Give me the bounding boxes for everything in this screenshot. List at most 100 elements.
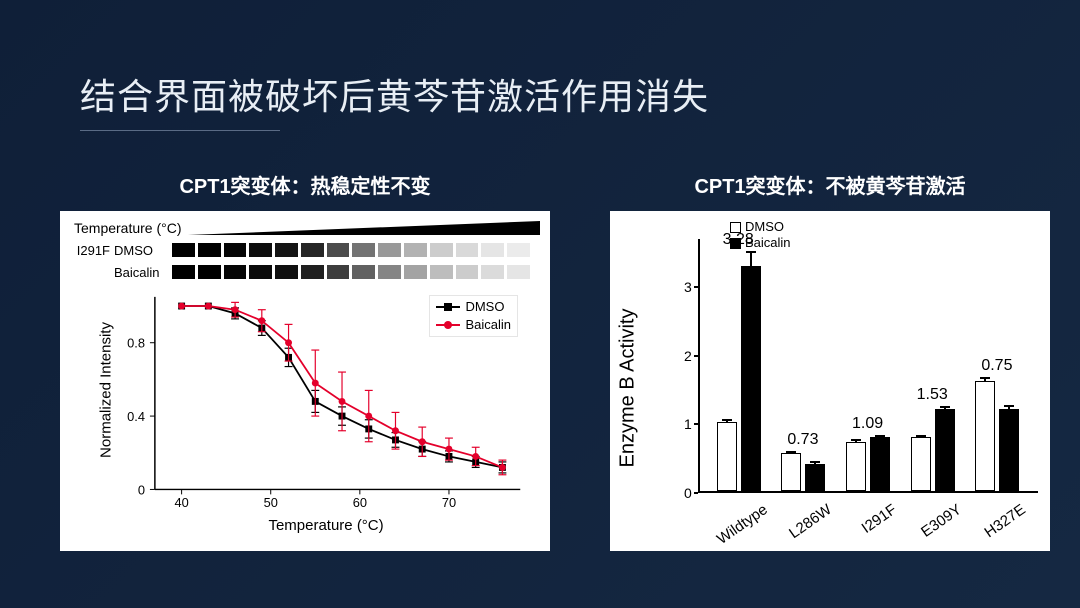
- bar-ytick-mark: [694, 355, 698, 357]
- error-cap: [980, 377, 990, 379]
- gel-band: [275, 243, 298, 257]
- gel-band: [481, 243, 504, 257]
- legend-label: Baicalin: [465, 316, 511, 334]
- gel-condition-baicalin: Baicalin: [114, 265, 172, 280]
- bar-xlabel: Wildtype: [703, 501, 770, 555]
- error-bar: [750, 252, 752, 267]
- gel-band: [507, 265, 530, 279]
- bar-ytick-label: 1: [684, 416, 692, 432]
- gel-band: [507, 243, 530, 257]
- error-cap: [916, 435, 926, 437]
- bar: [870, 437, 890, 491]
- panel-row: CPT1突变体：热稳定性不变 Temperature (°C) I291F DM…: [60, 170, 1040, 551]
- error-cap: [746, 251, 756, 253]
- gel-band: [172, 243, 195, 257]
- gel-band: [275, 265, 298, 279]
- bar-xlabel: L286W: [768, 501, 835, 555]
- bar: [935, 409, 955, 491]
- gel-band: [430, 265, 453, 279]
- right-panel-body: DMSO Baicalin Enzyme B Activity 01233.28…: [610, 211, 1050, 551]
- gel-band: [172, 265, 195, 279]
- gel-band: [352, 243, 375, 257]
- line-legend: DMSO Baicalin: [429, 295, 518, 337]
- gel-band: [456, 265, 479, 279]
- bar: [805, 464, 825, 491]
- gel-mutant-label: I291F: [66, 243, 114, 258]
- bar: [911, 437, 931, 491]
- gel-band: [249, 243, 272, 257]
- bar-annotation: 0.75: [981, 357, 1012, 375]
- right-panel-title: CPT1突变体：不被黄芩苷激活: [610, 170, 1050, 199]
- gel-band: [481, 265, 504, 279]
- gel-band: [198, 243, 221, 257]
- left-panel-title: CPT1突变体：热稳定性不变: [60, 170, 550, 199]
- bar: [741, 266, 761, 491]
- svg-text:0: 0: [138, 482, 145, 497]
- bar: [999, 409, 1019, 491]
- error-cap: [786, 451, 796, 453]
- error-cap: [1004, 405, 1014, 407]
- legend-item-baicalin: Baicalin: [436, 316, 511, 334]
- gel-row-dmso: I291F DMSO: [66, 239, 540, 261]
- error-cap: [940, 406, 950, 408]
- bar: [717, 422, 737, 491]
- slide-title: 结合界面被破坏后黄芩苷激活作用消失: [80, 68, 709, 120]
- svg-text:70: 70: [442, 495, 456, 510]
- gel-band: [224, 243, 247, 257]
- bar-annotation: 1.53: [917, 386, 948, 404]
- gel-band: [198, 265, 221, 279]
- gel-band: [301, 243, 324, 257]
- bar-ytick-label: 3: [684, 279, 692, 295]
- error-cap: [722, 419, 732, 421]
- gel-band: [378, 265, 401, 279]
- bar: [781, 453, 801, 491]
- temperature-gradient-row: Temperature (°C): [66, 217, 540, 239]
- line-xlabel: Temperature (°C): [268, 517, 383, 534]
- gel-band: [249, 265, 272, 279]
- gel-band: [327, 265, 350, 279]
- bar: [846, 442, 866, 491]
- title-underline: [80, 130, 280, 131]
- gel-band: [404, 265, 427, 279]
- bar-xlabel: H327E: [962, 501, 1029, 555]
- bar-ytick-label: 0: [684, 485, 692, 501]
- bar-annotation: 1.09: [852, 415, 883, 433]
- svg-text:50: 50: [264, 495, 278, 510]
- bar-annotation: 0.73: [787, 431, 818, 449]
- error-cap: [851, 439, 861, 441]
- gel-band: [456, 243, 479, 257]
- bar-ylabel: Enzyme B Activity: [617, 308, 640, 467]
- temperature-label: Temperature (°C): [74, 220, 182, 236]
- legend-label: DMSO: [465, 298, 504, 316]
- gel-band: [378, 243, 401, 257]
- gel-band: [327, 243, 350, 257]
- bar-xlabel: E309Y: [897, 501, 964, 555]
- bar-ytick-label: 2: [684, 348, 692, 364]
- bar-annotation: 3.28: [723, 231, 754, 249]
- gel-condition-dmso: DMSO: [114, 243, 172, 258]
- gel-row-baicalin: Baicalin: [66, 261, 540, 283]
- svg-text:40: 40: [174, 495, 188, 510]
- svg-text:0.4: 0.4: [127, 409, 145, 424]
- temperature-wedge-icon: [188, 221, 540, 235]
- left-panel: CPT1突变体：热稳定性不变 Temperature (°C) I291F DM…: [60, 170, 550, 551]
- gel-band: [430, 243, 453, 257]
- right-panel: CPT1突变体：不被黄芩苷激活 DMSO Baicalin Enzyme B A…: [610, 170, 1050, 551]
- legend-item-dmso: DMSO: [436, 298, 511, 316]
- line-chart: 00.40.840506070 Normalized Intensity Tem…: [66, 287, 540, 532]
- bar-ytick-mark: [694, 492, 698, 494]
- bar-ytick-mark: [694, 286, 698, 288]
- svg-text:60: 60: [353, 495, 367, 510]
- bar-xlabel: I291F: [833, 501, 900, 555]
- gel-band: [224, 265, 247, 279]
- error-cap: [875, 435, 885, 437]
- gel-band: [301, 265, 324, 279]
- gel-band: [404, 243, 427, 257]
- bar-ytick-mark: [694, 423, 698, 425]
- gel-lane-baicalin: [172, 265, 540, 279]
- left-panel-body: Temperature (°C) I291F DMSO Baicalin 0 0.…: [60, 211, 550, 551]
- gel-lane-dmso: [172, 243, 540, 257]
- bar: [975, 381, 995, 491]
- line-ylabel: Normalized Intensity: [98, 322, 115, 458]
- gel-band: [352, 265, 375, 279]
